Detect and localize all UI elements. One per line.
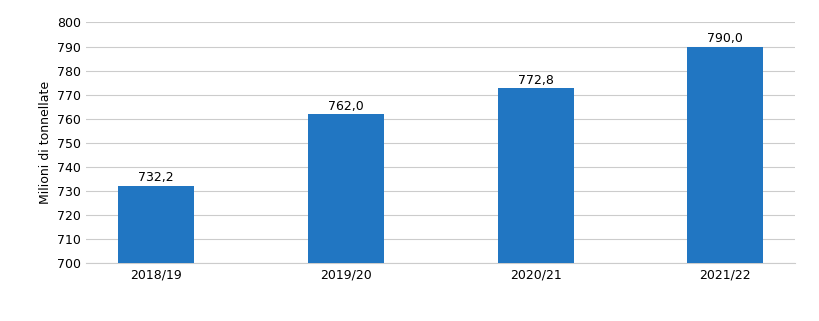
Text: 790,0: 790,0 [707, 32, 742, 45]
Bar [308, 114, 383, 321]
Bar [686, 47, 762, 321]
Y-axis label: Milioni di tonnellate: Milioni di tonnellate [38, 81, 52, 204]
Text: 732,2: 732,2 [138, 171, 174, 185]
Bar [118, 186, 194, 321]
Bar [497, 88, 572, 321]
Text: 762,0: 762,0 [328, 100, 364, 113]
Text: 772,8: 772,8 [517, 74, 553, 87]
